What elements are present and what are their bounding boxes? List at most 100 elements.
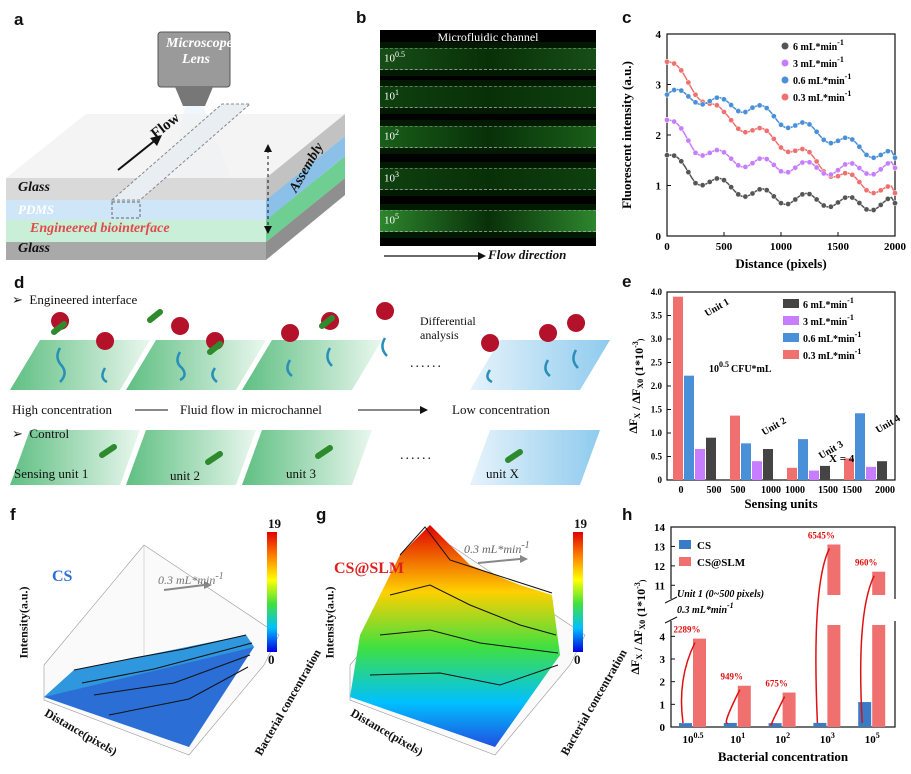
data-point (835, 138, 841, 144)
data-point (806, 121, 813, 128)
data-point (699, 182, 706, 188)
data-point (735, 191, 742, 198)
bar (787, 467, 797, 480)
legend-swatch (783, 333, 799, 342)
chart-c: 0 500 1000 1500 2000 0 1 2 3 4 Distance (pixels) Fl… (619, 29, 907, 271)
data-point (785, 201, 791, 207)
data-point (856, 143, 863, 150)
fluorescence-strip: 102 (380, 120, 596, 154)
data-point (870, 171, 877, 178)
panel-g-colorbar (573, 532, 583, 652)
y-tick-label: 12 (654, 561, 666, 573)
low-concentration-label: Low concentration (452, 402, 550, 417)
data-point (664, 152, 670, 159)
data-point (756, 125, 763, 131)
microfluidic-channel-title: Microfluidic channel (437, 30, 539, 44)
data-point (721, 177, 727, 183)
data-point (756, 102, 763, 109)
biointerface-front (6, 220, 266, 242)
flow-direction-label: Flow direction (488, 247, 567, 262)
panel-label-h: h (622, 505, 633, 524)
y-tick-label: 3.0 (651, 334, 663, 344)
x-tick-label: 102 (775, 731, 790, 746)
control-slab-1 (10, 430, 140, 485)
strip-base: 10 (384, 172, 395, 185)
data-point (671, 60, 677, 67)
probe-group (51, 302, 586, 352)
panel-f-flow-exp: -1 (215, 571, 224, 582)
y-tick-label: 3 (660, 654, 666, 666)
data-point (778, 121, 784, 128)
data-point (856, 179, 863, 185)
strip-concentration-label: 102 (384, 128, 399, 143)
x-axis-label: Distance (pixels) (735, 256, 826, 271)
bar (737, 685, 751, 727)
x-tick-label: 103 (820, 731, 835, 746)
channel-edge-bottom (380, 231, 596, 232)
surface-f (44, 635, 254, 747)
y-axis-label: Fluorescent intensity (a.u.) (619, 61, 634, 209)
increase-arrow (815, 548, 831, 724)
control-slab-x (470, 430, 600, 485)
channel-edge-bottom (380, 69, 596, 70)
high-concentration-label: High concentration (12, 402, 112, 417)
y-tick-label: 3 (656, 80, 662, 92)
data-point (735, 108, 742, 114)
x-tick-label: 1500 (827, 241, 850, 253)
data-point (785, 149, 791, 155)
bar (768, 723, 782, 727)
strip-base: 10 (384, 52, 395, 65)
ellipsis-top: ...... (410, 356, 443, 371)
microchannel (110, 103, 252, 201)
data-point (692, 149, 699, 156)
data-point (835, 167, 841, 173)
pdms-front (6, 200, 266, 220)
data-point (685, 137, 692, 144)
bottom-glass-front (6, 242, 266, 260)
x-tick-label: 500 (716, 241, 733, 253)
engineered-interface-label: Engineered interface (29, 292, 138, 307)
legend-label: 6 mL*min-1 (803, 296, 854, 311)
data-point (756, 155, 763, 162)
panel-label-f: f (10, 505, 16, 524)
data-point (806, 149, 813, 156)
data-point (778, 144, 784, 151)
bar (684, 375, 694, 480)
data-point (799, 159, 806, 166)
strip-exponent: 2 (395, 128, 399, 137)
data-point (664, 58, 670, 65)
data-point (828, 140, 834, 146)
data-point (806, 159, 813, 166)
data-point (785, 125, 791, 131)
fluorescence-glow (380, 48, 596, 70)
bar-lower (872, 625, 886, 727)
bar (693, 638, 706, 727)
data-point (799, 146, 806, 152)
biointerface-label: Engineered biointerface (30, 221, 170, 236)
data-point (664, 91, 670, 98)
x-tick-label: 500 (707, 485, 722, 496)
data-point (756, 186, 763, 193)
data-point (892, 164, 898, 171)
x-tick-label: 1000 (770, 241, 793, 253)
panel-label-d: d (14, 273, 25, 292)
data-point (763, 105, 770, 111)
percent-label: 2289% (674, 625, 701, 635)
data-point (706, 179, 713, 185)
data-point (842, 194, 848, 201)
fluorescence-glow (380, 86, 596, 108)
data-point (671, 87, 677, 93)
panel-f-colorbar (267, 532, 277, 652)
data-point (820, 136, 827, 143)
data-point (735, 162, 742, 169)
glass-top-label: Glass (18, 180, 50, 195)
control-label: Control (29, 426, 70, 441)
data-point (763, 187, 770, 193)
legend-swatch (783, 316, 799, 325)
data-point (863, 206, 870, 213)
data-point (849, 136, 856, 143)
strip-concentration-label: 105 (384, 212, 399, 227)
data-point (820, 170, 827, 177)
panel-f-ylabel: Intensity(a.u.) (16, 586, 31, 659)
fluorescence-strip: 101 (380, 80, 596, 114)
